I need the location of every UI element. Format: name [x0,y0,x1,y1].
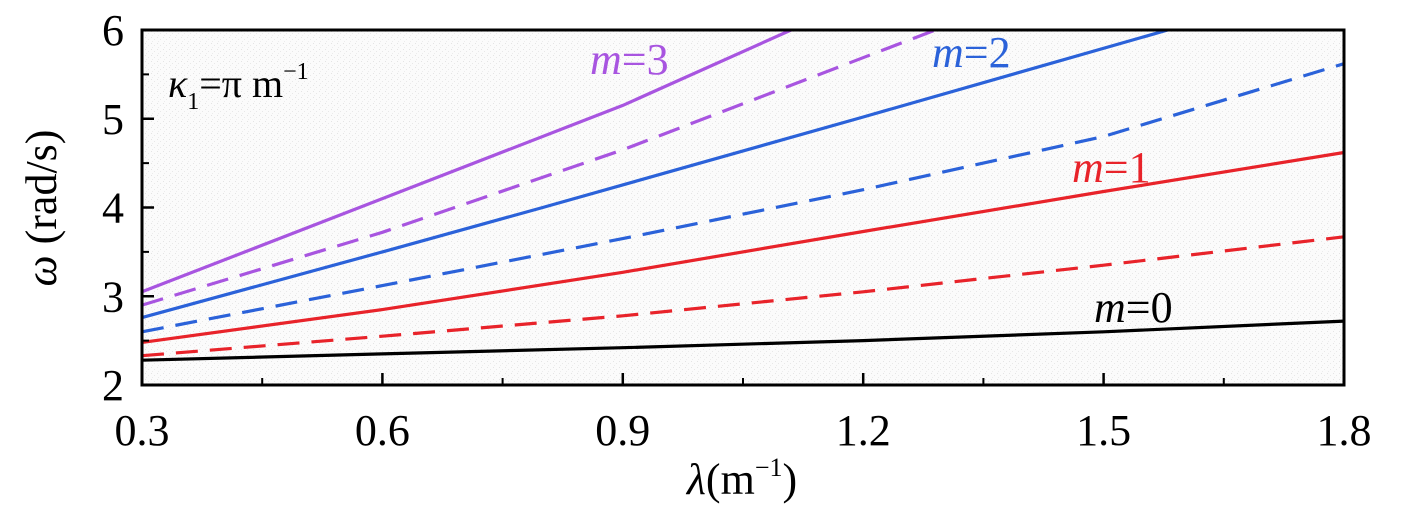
y-tick-label: 5 [102,95,124,144]
kappa-annotation: κ1=π m−1 [168,59,309,115]
series-line-4 [141,28,1169,320]
y-tick-label: 4 [102,184,124,233]
series-label-6: m=3 [590,35,669,84]
plot-background [142,30,1344,385]
y-tick-label: 3 [102,272,124,321]
x-tick-label: 0.3 [115,406,170,455]
series-label-0: m=0 [1094,283,1173,332]
x-tick-label: 0.6 [355,406,410,455]
series-line-2 [141,150,1345,344]
x-axis-title: λ(m−1) [685,453,797,504]
series-label-2: m=1 [1072,143,1151,192]
y-tick-label: 6 [102,6,124,55]
x-tick-label: 1.8 [1317,406,1372,455]
series-line-5 [141,28,936,307]
y-tick-labels: 2 3 4 5 6 [102,6,124,410]
y-tick-label: 2 [102,361,124,410]
series-line-6 [141,28,792,294]
series-line-3 [141,62,1345,334]
x-tick-label: 0.9 [595,406,650,455]
series-line-1 [141,235,1345,358]
y-axis-title: ω (rad/s) [17,130,66,287]
x-tick-labels: 0.3 0.6 0.9 1.2 1.5 1.8 [115,406,1372,455]
series-layer [141,28,1345,362]
x-tick-label: 1.5 [1076,406,1131,455]
series-line-0 [141,319,1345,362]
x-tick-label: 1.2 [836,406,891,455]
series-label-4: m=2 [932,28,1011,77]
series-labels: m=0 m=1 m=2 m=3 [590,28,1173,332]
plot-frame [140,28,1346,387]
